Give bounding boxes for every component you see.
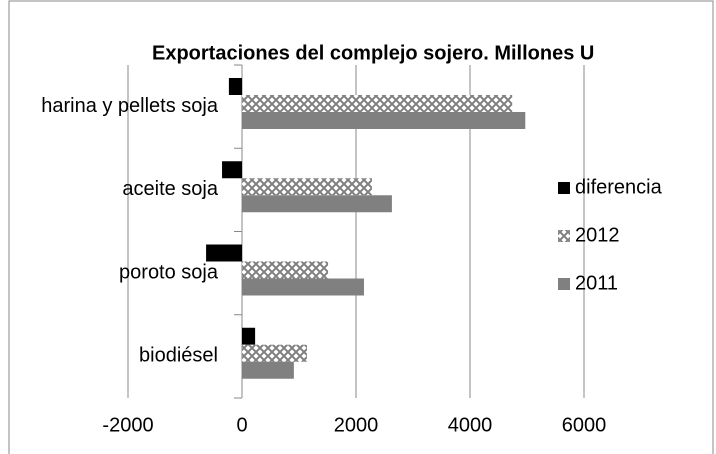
legend-swatch — [558, 278, 570, 290]
bar — [228, 78, 242, 95]
bar — [242, 344, 307, 362]
plot: Exportaciones del complejo sojero. Millo… — [41, 42, 662, 436]
y-tick-label: poroto soja — [119, 261, 219, 283]
bar — [242, 95, 513, 112]
bar — [242, 261, 329, 279]
bar — [242, 112, 526, 129]
chart-frame — [8, 0, 714, 454]
legend-label: diferencia — [575, 176, 663, 198]
bar — [242, 327, 256, 345]
chart-title: Exportaciones del complejo sojero. Millo… — [152, 42, 594, 64]
y-tick-label: biodiésel — [139, 345, 218, 367]
bar — [242, 195, 392, 213]
bar — [242, 361, 294, 379]
x-tick-label: 0 — [236, 414, 247, 436]
legend-swatch — [558, 182, 570, 194]
legend-label: 2012 — [575, 224, 620, 246]
bar — [242, 178, 372, 196]
legend-label: 2011 — [575, 272, 618, 294]
x-tick-label: 2000 — [334, 414, 379, 436]
x-tick-label: -2000 — [102, 414, 153, 436]
bar — [242, 278, 364, 296]
bar — [222, 161, 242, 179]
legend-swatch — [558, 230, 570, 242]
x-tick-label: 6000 — [562, 414, 607, 436]
y-tick-label: aceite soja — [122, 178, 218, 200]
bar — [206, 244, 242, 262]
y-tick-label: harina y pellets soja — [41, 95, 219, 117]
x-tick-label: 4000 — [448, 414, 493, 436]
